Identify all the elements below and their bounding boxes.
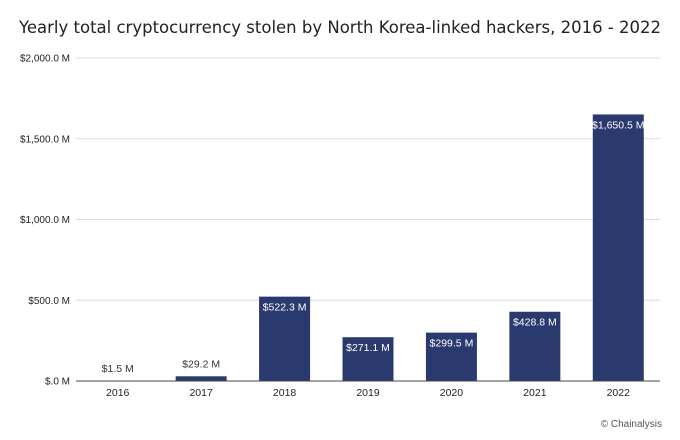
bar-2021: [509, 311, 561, 381]
source-label: © Chainalysis: [600, 419, 662, 430]
y-tick-label: $1,000.0 M: [20, 215, 70, 226]
bars: [92, 114, 644, 382]
bar-2018: [259, 296, 311, 381]
y-tick-label: $1,500.0 M: [20, 134, 70, 145]
x-tick-label-2020: 2020: [440, 387, 464, 399]
x-tick-label-2021: 2021: [523, 387, 547, 399]
bar-2022: [592, 114, 644, 382]
data-label-2020: $299.5 M: [430, 338, 474, 350]
bar-2019: [342, 337, 394, 381]
data-label-2021: $428.8 M: [513, 317, 557, 329]
bar-2020: [425, 332, 477, 381]
y-tick-label: $500.0 M: [28, 296, 70, 307]
y-axis-tick-labels: $.0 M $500.0 M $1,000.0 M $1,500.0 M $2,000.…: [20, 54, 70, 388]
x-tick-label-2017: 2017: [189, 387, 213, 399]
data-labels: $1.5 M $29.2 M $522.3 M $271.1 M $299.5 M $42…: [102, 119, 645, 374]
x-tick-label-2022: 2022: [607, 387, 631, 399]
y-tick-label: $2,000.0 M: [20, 54, 70, 65]
chart-title: Yearly total cryptocurrency stolen by No…: [18, 18, 662, 37]
data-label-2022: $1,650.5 M: [592, 119, 645, 131]
x-tick-label-2016: 2016: [106, 387, 130, 399]
gridlines: [76, 57, 660, 301]
x-axis-tick-labels: 2016 2017 2018 2019 2020 2021 2022: [106, 387, 630, 399]
y-tick-label: $.0 M: [45, 377, 70, 388]
data-label-2019: $271.1 M: [346, 342, 390, 354]
data-label-2016: $1.5 M: [102, 363, 134, 375]
data-label-2018: $522.3 M: [263, 302, 307, 314]
data-label-2017: $29.2 M: [182, 358, 220, 370]
x-tick-label-2018: 2018: [273, 387, 297, 399]
x-tick-label-2019: 2019: [356, 387, 380, 399]
bar-2017: [175, 376, 227, 381]
